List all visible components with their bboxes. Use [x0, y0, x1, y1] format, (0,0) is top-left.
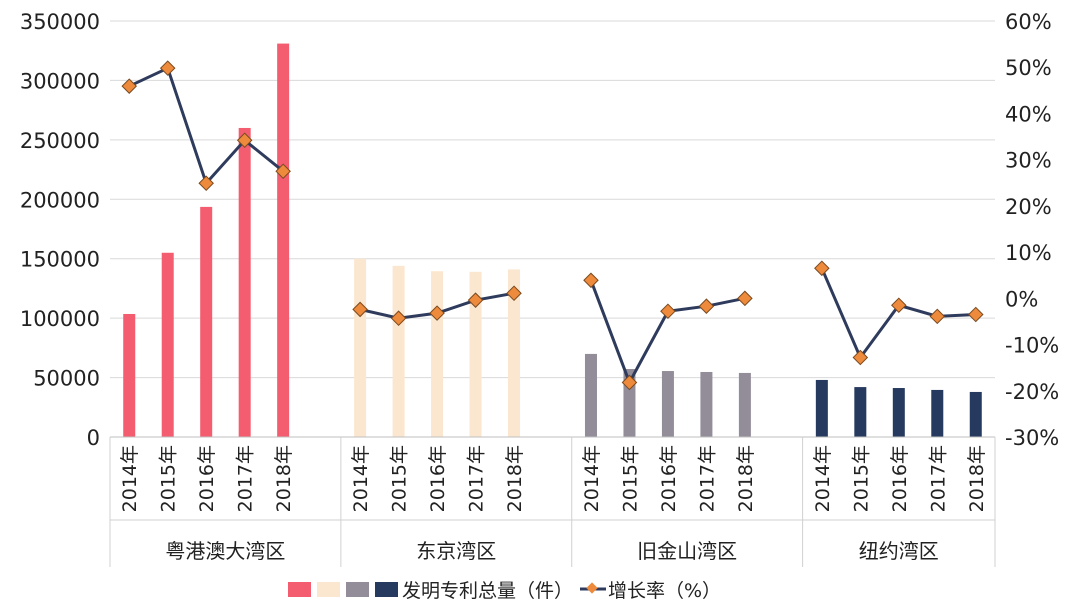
- growth-line-0: [128, 66, 285, 187]
- growth-marker-3-1: [852, 349, 869, 366]
- year-label: 2015年: [619, 445, 641, 512]
- year-label: 2017年: [466, 445, 488, 512]
- right-tick-label: 40%: [1005, 102, 1052, 126]
- right-tick-label: 50%: [1005, 56, 1052, 80]
- year-label: 2016年: [889, 445, 911, 512]
- group-label: 纽约湾区: [859, 539, 939, 563]
- growth-marker-2-1: [621, 374, 638, 391]
- growth-marker-3-4: [967, 306, 984, 323]
- bar-2-3: [700, 371, 713, 437]
- growth-marker-1-2: [429, 305, 445, 321]
- growth-marker-2-0: [583, 272, 599, 289]
- bar-2-4: [738, 372, 751, 437]
- bar-3-2: [892, 388, 905, 437]
- left-tick-label: 350000: [20, 10, 100, 34]
- year-label: 2014年: [350, 445, 372, 512]
- bar-2-0: [584, 353, 597, 437]
- bar-1-4: [508, 269, 521, 437]
- growth-marker-3-3: [929, 308, 946, 325]
- bars: [123, 43, 982, 437]
- bar-3-1: [854, 387, 867, 437]
- bar-0-2: [200, 206, 213, 437]
- right-tick-label: -30%: [1005, 426, 1059, 450]
- right-tick-label: -20%: [1005, 380, 1059, 404]
- legend-line-label: 增长率（%）: [608, 580, 721, 602]
- legend-swatch-3: [375, 582, 398, 597]
- right-tick-label: 30%: [1005, 149, 1052, 173]
- left-tick-label: 300000: [20, 69, 100, 93]
- year-label: 2017年: [927, 445, 949, 512]
- left-tick-label: 150000: [20, 248, 100, 272]
- bar-3-3: [931, 389, 944, 437]
- year-label: 2018年: [504, 445, 526, 512]
- growth-marker-3-0: [814, 260, 830, 277]
- right-tick-label: 60%: [1005, 10, 1052, 34]
- legend-bar-label: 发明专利总量（件）: [402, 580, 573, 602]
- year-label: 2016年: [196, 445, 218, 512]
- year-label: 2015年: [389, 445, 411, 512]
- growth-marker-0-2: [198, 175, 214, 192]
- bar-3-4: [969, 391, 982, 437]
- legend-swatch-0: [288, 582, 311, 597]
- growth-marker-2-3: [698, 298, 715, 314]
- legend-swatch-2: [346, 582, 369, 597]
- growth-marker-0-1: [159, 60, 176, 76]
- gridlines: [110, 20, 995, 379]
- growth-line-2: [589, 279, 746, 387]
- year-label: 2015年: [850, 445, 872, 512]
- year-label: 2014年: [812, 445, 834, 512]
- axis-labels: 0 50000 100000 150000 200000 250000 300000 3500…: [20, 10, 1059, 563]
- bar-1-1: [392, 265, 405, 437]
- group-label: 旧金山湾区: [637, 539, 737, 563]
- year-label: 2017年: [235, 445, 257, 512]
- growth-marker-1-4: [506, 285, 522, 302]
- growth-marker-2-4: [737, 290, 753, 307]
- growth-marker-1-0: [352, 301, 368, 318]
- year-label: 2018年: [735, 445, 757, 512]
- bar-1-3: [469, 271, 482, 437]
- right-tick-label: 20%: [1005, 195, 1052, 219]
- growth-marker-2-2: [660, 303, 676, 320]
- growth-marker-0-0: [121, 78, 138, 94]
- year-label: 2014年: [119, 445, 141, 512]
- growth-marker-3-2: [891, 297, 907, 314]
- year-label: 2018年: [966, 445, 988, 512]
- year-label: 2015年: [158, 445, 180, 512]
- group-label: 东京湾区: [416, 539, 496, 563]
- growth-marker-1-3: [467, 292, 484, 308]
- bar-3-0: [815, 379, 828, 437]
- axes: [109, 436, 996, 567]
- right-tick-label: 0%: [1005, 287, 1038, 311]
- left-tick-label: 100000: [20, 307, 100, 331]
- year-label: 2016年: [658, 445, 680, 512]
- bar-0-4: [277, 43, 290, 437]
- right-tick-label: -10%: [1005, 334, 1059, 358]
- legend-marker-icon: [586, 582, 598, 594]
- growth-marker-1-1: [390, 310, 407, 326]
- bar-1-0: [354, 258, 367, 437]
- bar-0-1: [161, 252, 174, 437]
- year-label: 2014年: [581, 445, 603, 512]
- left-tick-label: 50000: [33, 367, 100, 391]
- growth-marker-0-3: [236, 132, 253, 149]
- left-tick-label: 0: [87, 426, 100, 450]
- legend: 发明专利总量（件） 增长率（%）: [288, 580, 721, 602]
- year-label: 2016年: [427, 445, 449, 512]
- left-tick-label: 200000: [20, 188, 100, 212]
- bar-1-2: [431, 271, 444, 437]
- left-tick-label: 250000: [20, 129, 100, 153]
- bar-2-2: [661, 371, 674, 437]
- bar-0-0: [123, 313, 136, 437]
- bar-0-3: [238, 127, 251, 437]
- right-tick-label: 10%: [1005, 241, 1052, 265]
- growth-line: [121, 60, 984, 391]
- group-label: 粤港澳大湾区: [165, 539, 285, 563]
- legend-swatch-1: [317, 582, 340, 597]
- year-label: 2017年: [696, 445, 718, 512]
- year-label: 2018年: [273, 445, 295, 512]
- growth-marker-0-4: [275, 163, 291, 180]
